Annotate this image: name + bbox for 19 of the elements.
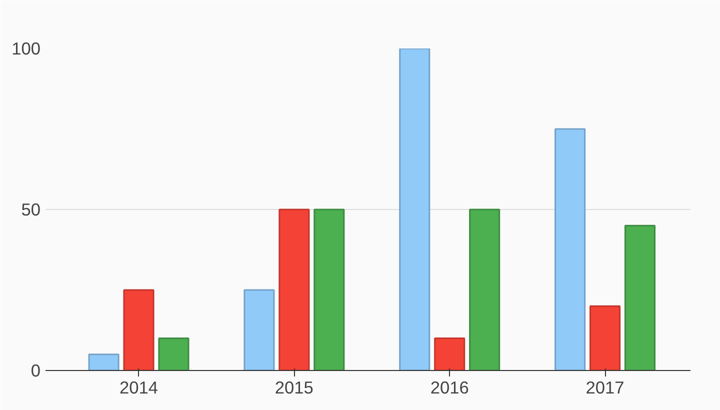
bar bbox=[278, 208, 310, 370]
bar bbox=[590, 305, 621, 370]
x-tick-label: 2016 bbox=[430, 378, 469, 398]
y-tick-label: 100 bbox=[12, 38, 41, 58]
y-tick-label: 50 bbox=[21, 200, 41, 220]
x-tick-label: 2017 bbox=[586, 378, 624, 398]
bar bbox=[123, 289, 154, 370]
bar bbox=[88, 354, 120, 370]
bar bbox=[434, 338, 466, 370]
x-tick-label: 2014 bbox=[119, 378, 158, 398]
bar bbox=[314, 208, 345, 370]
bar bbox=[244, 289, 275, 370]
bar bbox=[554, 128, 586, 370]
bar bbox=[399, 48, 430, 370]
bar bbox=[624, 224, 656, 370]
y-tick-label: 0 bbox=[30, 360, 41, 380]
bar bbox=[158, 338, 190, 370]
bar bbox=[469, 208, 500, 370]
x-tick-label: 2015 bbox=[274, 378, 314, 398]
